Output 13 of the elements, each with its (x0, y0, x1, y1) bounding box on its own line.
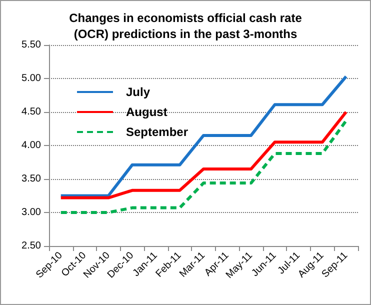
line-series (59, 119, 348, 214)
legend-label: August (126, 105, 168, 119)
legend-label: September (126, 125, 188, 139)
y-tick-label: 5.00 (22, 73, 42, 84)
y-tick-label: 4.50 (22, 106, 42, 118)
legend-label: July (126, 85, 150, 99)
line-series (59, 74, 348, 198)
y-tick-label: 3.50 (22, 174, 42, 184)
chart-title: Changes in economists official cash rate (OCR) predictions in the past 3-months (69, 11, 302, 41)
y-tick-label: 3.00 (22, 207, 42, 218)
y-tick-label: 4.00 (22, 140, 42, 151)
y-tick-label: 5.50 (22, 40, 42, 50)
y-tick-label: 2.50 (22, 240, 42, 252)
